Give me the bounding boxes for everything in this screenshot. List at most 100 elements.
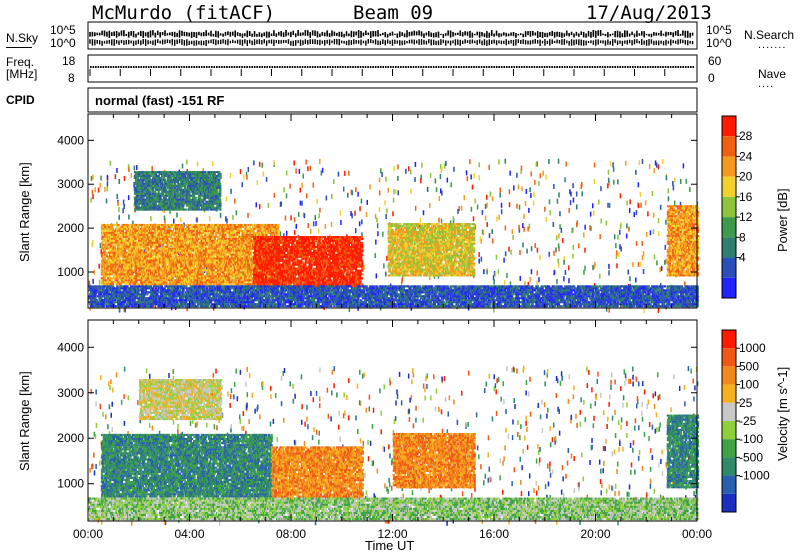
data-cell — [110, 283, 113, 286]
data-point — [558, 233, 560, 239]
data-cell — [192, 249, 195, 252]
data-cell — [169, 229, 173, 232]
data-point — [392, 197, 395, 203]
data-cell — [142, 241, 146, 244]
data-cell — [160, 263, 163, 266]
data-cell — [137, 275, 141, 278]
data-point — [443, 163, 446, 169]
data-point — [378, 177, 381, 183]
data-cell — [108, 225, 111, 228]
data-cell — [121, 249, 125, 252]
data-cell — [170, 243, 173, 246]
data-cell — [123, 239, 126, 242]
data-cell — [121, 243, 124, 246]
freq-mark — [110, 66, 112, 68]
freq-mark — [639, 66, 642, 68]
data-cell — [209, 261, 212, 264]
data-cell — [150, 275, 154, 278]
data-point — [479, 236, 482, 242]
data-cell — [127, 259, 130, 262]
freq-mark — [483, 66, 485, 68]
data-point — [493, 279, 495, 285]
data-cell — [167, 229, 170, 232]
data-cell — [130, 265, 134, 268]
data-point — [583, 232, 585, 238]
freq-mark — [137, 66, 140, 68]
freq-mark — [145, 66, 148, 68]
data-cell — [137, 253, 140, 256]
data-point — [309, 165, 311, 171]
data-point — [545, 216, 547, 222]
beam-label: Beam 09 — [353, 2, 433, 24]
data-cell — [161, 253, 165, 256]
data-point — [486, 194, 488, 200]
data-cell — [160, 267, 164, 270]
data-cell — [159, 277, 163, 280]
data-cell — [148, 265, 152, 268]
data-cell — [212, 237, 215, 240]
data-cell — [158, 253, 161, 256]
data-point — [246, 174, 248, 180]
data-cell — [149, 245, 153, 248]
data-point — [499, 192, 501, 198]
data-point — [538, 180, 540, 186]
freq-mark — [425, 66, 427, 68]
data-cell — [171, 247, 175, 250]
data-cell — [108, 275, 111, 278]
data-point — [350, 189, 353, 195]
data-cell — [123, 227, 126, 230]
data-point — [638, 160, 641, 166]
data-cell — [160, 261, 163, 264]
noise-tick-right-high: 10^5 — [706, 23, 732, 37]
data-point — [491, 229, 493, 235]
data-point — [88, 297, 90, 303]
data-point — [581, 181, 583, 187]
data-cell — [166, 257, 170, 260]
data-point — [100, 175, 102, 181]
data-cell — [112, 277, 116, 280]
data-cell — [157, 263, 160, 266]
data-cell — [176, 229, 179, 232]
data-point — [536, 270, 539, 276]
data-point — [524, 201, 527, 207]
data-cell — [182, 255, 186, 258]
data-cell — [154, 231, 157, 234]
data-cell — [104, 227, 108, 230]
data-cell — [140, 231, 144, 234]
data-cell — [177, 281, 180, 284]
freq-mark — [584, 66, 586, 68]
data-cell — [179, 261, 182, 264]
data-point — [118, 306, 121, 312]
data-cell — [157, 261, 160, 264]
data-point — [599, 273, 601, 279]
data-cell — [186, 245, 189, 248]
freq-mark — [589, 66, 591, 68]
data-point — [385, 214, 387, 220]
data-cell — [196, 277, 200, 280]
data-point — [539, 255, 541, 261]
data-point — [150, 216, 152, 222]
data-cell — [232, 251, 235, 254]
data-cell — [162, 261, 165, 264]
data-cell — [224, 253, 227, 256]
data-cell — [172, 265, 175, 268]
data-cell — [196, 283, 199, 286]
data-cell — [113, 253, 116, 256]
freq-mark — [304, 66, 306, 68]
data-point — [569, 200, 572, 206]
freq-mark — [185, 66, 188, 68]
data-cell — [120, 259, 124, 262]
data-cell — [175, 223, 178, 226]
freq-mark — [662, 66, 664, 68]
data-cell — [203, 267, 206, 270]
data-point — [571, 228, 573, 234]
data-cell — [146, 267, 149, 270]
data-cell — [146, 245, 149, 248]
data-cell — [165, 281, 168, 284]
freq-mark — [526, 66, 528, 68]
data-cell — [188, 229, 192, 232]
freq-mark — [190, 66, 193, 68]
data-cell — [159, 257, 162, 260]
data-cell — [222, 263, 225, 266]
data-cell — [189, 281, 193, 284]
